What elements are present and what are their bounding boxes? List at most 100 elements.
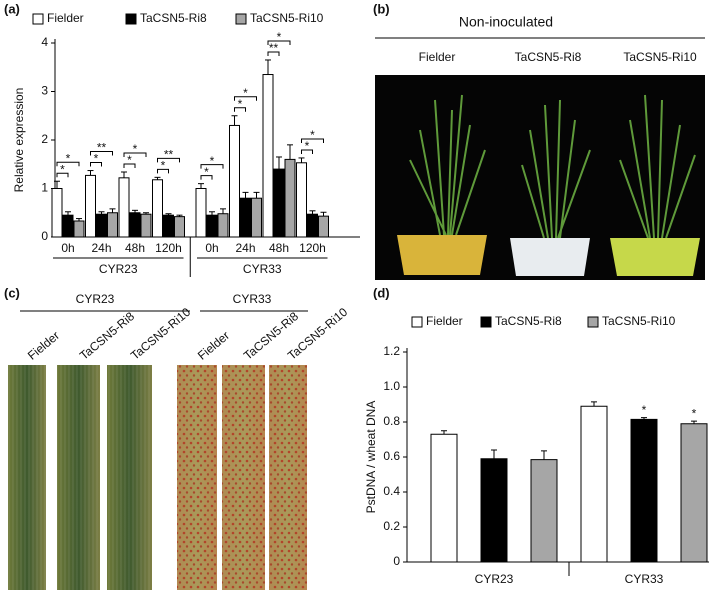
y-tick-label: 0 [393, 554, 400, 568]
x-tick-label: 120h [299, 241, 326, 255]
legend-swatch [587, 316, 599, 328]
photo-label: TaCSN5-Ri10 [623, 50, 697, 64]
significance-bracket [90, 151, 113, 156]
bar [307, 213, 318, 238]
significance-bracket [123, 152, 147, 158]
bar [430, 433, 458, 563]
significance: * [310, 128, 315, 142]
significance: * [277, 30, 282, 44]
y-tick-label: 1 [41, 181, 48, 195]
photo-label: Fielder [25, 328, 62, 362]
bar [284, 158, 296, 238]
bar [195, 188, 207, 238]
significance-bracket [267, 40, 291, 45]
significance: * [305, 139, 310, 153]
y-tick-label: 0.4 [383, 484, 400, 498]
legend-label: TaCSN5-Ri10 [602, 314, 676, 328]
bar [480, 458, 508, 563]
panel-label: (a) [4, 1, 20, 16]
legend-swatch [32, 13, 44, 25]
photo-label: Fielder [419, 50, 456, 64]
bar [229, 124, 240, 238]
y-tick-label: 4 [41, 35, 48, 49]
x-tick-label: CYR33 [625, 572, 664, 586]
significance-bracket [56, 161, 80, 167]
legend-swatch [235, 13, 247, 25]
significance: * [127, 153, 132, 167]
leaf-photo [8, 365, 307, 590]
significance: * [66, 151, 71, 165]
y-tick-label: 0.6 [383, 449, 400, 463]
legend-label: TaCSN5-Ri8 [140, 11, 207, 25]
bar [530, 459, 558, 563]
group-label: CYR33 [243, 262, 282, 276]
significance-bracket [157, 157, 180, 163]
significance: * [94, 152, 99, 166]
bar [118, 177, 130, 238]
photo-title: Non-inoculated [459, 14, 553, 30]
y-tick-label: 3 [41, 84, 48, 98]
significance: * [60, 162, 65, 176]
y-axis-label: PstDNA / wheat DNA [364, 401, 378, 514]
significance-bracket [234, 96, 257, 101]
significance: * [133, 142, 138, 156]
significance: * [161, 159, 166, 173]
y-tick-label: 0.2 [383, 519, 400, 533]
y-tick-label: 1.2 [383, 344, 400, 358]
bar [96, 213, 107, 238]
bar [580, 405, 608, 563]
significance: * [210, 154, 215, 168]
y-axis-label: Relative expression [12, 88, 26, 193]
bar [262, 74, 274, 238]
x-tick-label: 24h [235, 241, 255, 255]
legend-label: Fielder [426, 314, 463, 328]
significance: * [692, 406, 697, 420]
legend-swatch [480, 316, 492, 328]
significance: ** [164, 148, 174, 162]
group-label: CYR23 [99, 262, 138, 276]
legend-label: TaCSN5-Ri8 [495, 314, 562, 328]
bar [217, 213, 229, 238]
bar [129, 212, 141, 238]
bar [152, 179, 163, 238]
bar [251, 197, 262, 238]
y-tick-label: 0 [41, 229, 48, 243]
significance-bracket [234, 107, 246, 112]
bar [680, 423, 708, 563]
panel-label: (c) [4, 285, 20, 300]
legend-swatch [411, 316, 423, 328]
x-tick-label: 0h [61, 241, 74, 255]
significance: * [642, 403, 647, 417]
significance: * [243, 86, 248, 100]
significance-bracket [90, 162, 102, 167]
panel-label: (d) [373, 285, 390, 300]
bar [273, 168, 285, 238]
bar [240, 197, 251, 238]
significance-bracket [200, 164, 224, 169]
bar [85, 174, 96, 238]
group-label: CYR33 [233, 292, 272, 306]
legend-swatch [125, 13, 137, 25]
legend-label: TaCSN5-Ri10 [250, 11, 324, 25]
significance-bracket [200, 175, 213, 180]
group-label: CYR23 [76, 292, 115, 306]
significance-bracket [267, 51, 280, 56]
photo-label: TaCSN5-Ri10 [128, 305, 193, 363]
significance-bracket [157, 168, 169, 174]
y-tick-label: 0.8 [383, 414, 400, 428]
significance-bracket [56, 172, 69, 178]
bar [296, 162, 307, 238]
significance: * [238, 97, 243, 111]
photo-label: Fielder [195, 328, 232, 362]
bar [107, 212, 118, 238]
significance-bracket [123, 163, 136, 169]
bar [174, 216, 185, 238]
x-tick-label: CYR23 [475, 572, 514, 586]
panel-label: (b) [373, 1, 390, 16]
bar [630, 418, 658, 563]
bar [163, 214, 174, 238]
plant-photo [375, 75, 705, 280]
bar [318, 215, 329, 238]
x-tick-label: 24h [91, 241, 111, 255]
